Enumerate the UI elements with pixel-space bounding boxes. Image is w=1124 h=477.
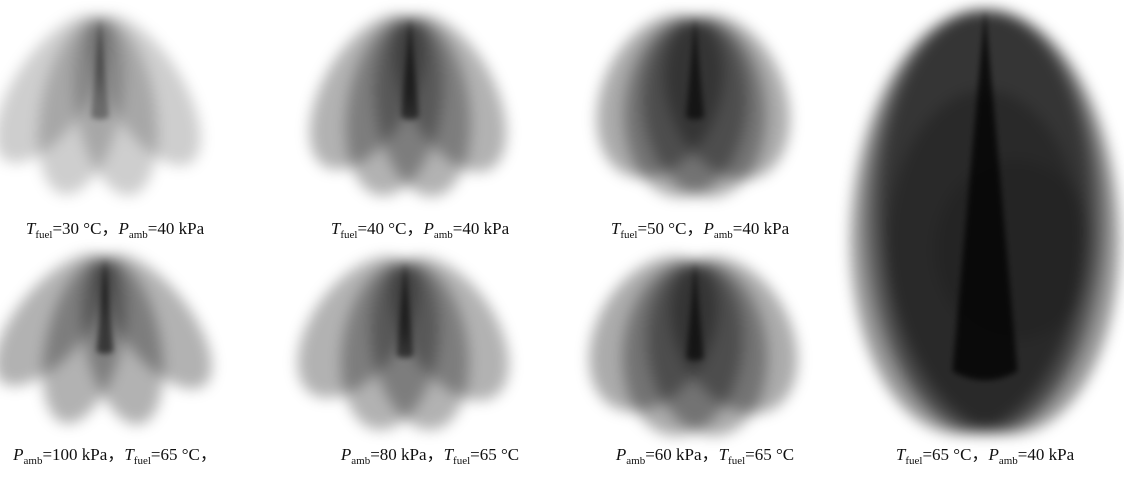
caption: Tfuel=40 °C，Pamb=40 kPa	[331, 219, 510, 241]
caption-value: =40 kPa	[148, 219, 205, 238]
caption-subscript: amb	[999, 455, 1018, 467]
caption-value: =60 kPa，	[645, 445, 718, 464]
caption-value: =30 °C，	[52, 219, 118, 238]
caption-subscript: amb	[626, 455, 645, 467]
caption: Pamb=100 kPa，Tfuel=65 °C，	[12, 445, 217, 467]
caption-symbol: P	[615, 445, 626, 464]
caption-subscript: fuel	[728, 455, 745, 467]
caption-subscript: fuel	[905, 455, 922, 467]
spray-image	[0, 0, 223, 202]
caption-value: =50 °C，	[637, 219, 703, 238]
figure: Tfuel=30 °C，Pamb=40 kPa Tfuel=40 °C，Pamb=…	[0, 0, 1124, 472]
caption-symbol: P	[702, 219, 713, 238]
caption-value: =40 kPa	[733, 219, 790, 238]
caption-value: =40 kPa	[453, 219, 510, 238]
caption-value: =100 kPa，	[42, 445, 124, 464]
caption: Pamb=80 kPa，Tfuel=65 °C	[340, 445, 519, 467]
caption-subscript: fuel	[620, 229, 637, 241]
caption-subscript: amb	[351, 455, 370, 467]
caption-value: =40 kPa	[1018, 445, 1075, 464]
caption-symbol: P	[340, 445, 351, 464]
caption-subscript: fuel	[453, 455, 470, 467]
spray-image	[286, 0, 530, 203]
caption: Tfuel=50 °C，Pamb=40 kPa	[611, 219, 790, 241]
caption-value: =65 °C	[470, 445, 519, 464]
caption: Tfuel=65 °C，Pamb=40 kPa	[896, 445, 1075, 467]
caption-subscript: fuel	[134, 455, 151, 467]
caption-subscript: amb	[714, 229, 733, 241]
caption-value: =65 °C	[745, 445, 794, 464]
caption-value: =65 °C，	[151, 445, 217, 464]
spray-image	[273, 235, 532, 437]
caption: Tfuel=30 °C，Pamb=40 kPa	[26, 219, 205, 241]
caption-symbol: P	[987, 445, 998, 464]
spray-cloud	[0, 0, 223, 202]
caption-subscript: amb	[24, 455, 43, 467]
spray-image	[0, 235, 232, 432]
caption-value: =65 °C，	[922, 445, 988, 464]
caption-symbol: P	[12, 445, 23, 464]
caption: Pamb=60 kPa，Tfuel=65 °C	[615, 445, 794, 467]
caption-symbol: P	[117, 219, 128, 238]
caption-subscript: amb	[434, 229, 453, 241]
caption-value: =80 kPa，	[370, 445, 443, 464]
caption-subscript: amb	[129, 229, 148, 241]
caption-symbol: P	[422, 219, 433, 238]
spray-image	[572, 0, 813, 203]
spray-image	[563, 234, 823, 444]
caption-subscript: fuel	[35, 229, 52, 241]
spray-image	[837, 2, 1124, 443]
spray-cloud	[0, 235, 232, 432]
caption-subscript: fuel	[340, 229, 357, 241]
caption-value: =40 °C，	[357, 219, 423, 238]
